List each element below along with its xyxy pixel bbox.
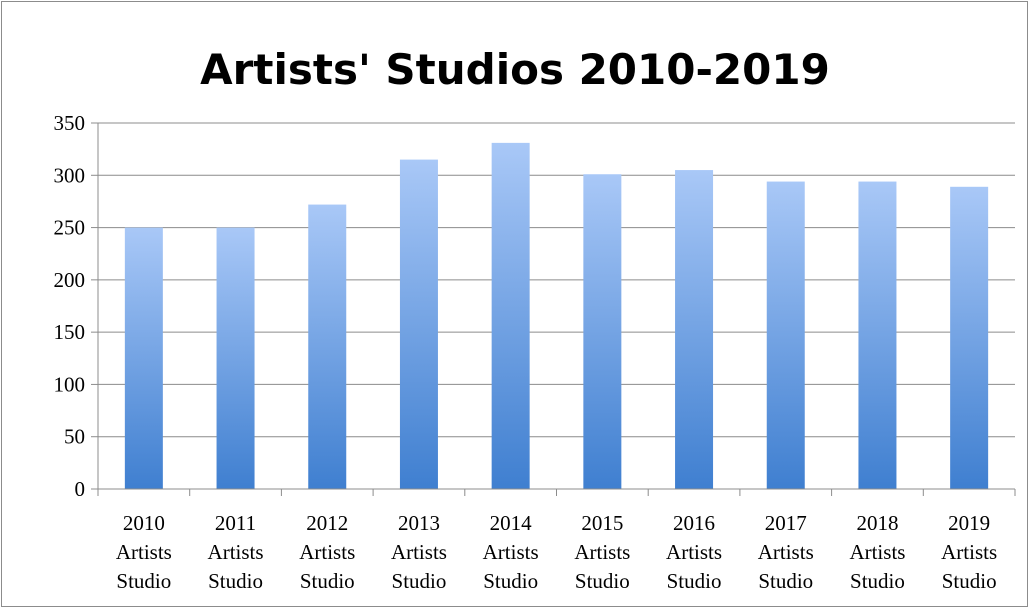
bar-2019 [950, 186, 989, 489]
x-axis-tick-labels: 2010 Artists Studio 2011 Artists Studio 2012 Ar… [97, 489, 1016, 593]
y-axis-tick-labels: 0 50 100 150 200 250 300 350 [54, 111, 86, 501]
y-tick-label-150: 150 [54, 320, 86, 344]
x-tick-label-2017-line-1: 2017 [765, 511, 807, 535]
bar-2018 [858, 181, 897, 489]
y-tick-label-0: 0 [75, 477, 86, 501]
x-tick-label-2011-line-2: Artists [208, 540, 264, 564]
bar-2014 [491, 142, 530, 489]
x-tick-label-2016-line-3: Studio [667, 569, 722, 593]
x-tick-label-2013-line-3: Studio [392, 569, 447, 593]
x-tick-label-2013-line-2: Artists [391, 540, 447, 564]
x-tick-label-2014-line-2: Artists [483, 540, 539, 564]
x-tick-label-2017-line-2: Artists [758, 540, 814, 564]
bars [124, 142, 989, 490]
y-tick-label-300: 300 [54, 163, 86, 187]
x-tick-label-2019-line-2: Artists [941, 540, 997, 564]
x-tick-label-2015-line-1: 2015 [581, 511, 623, 535]
x-tick-label-2019-line-3: Studio [942, 569, 997, 593]
y-tick-label-100: 100 [54, 372, 86, 396]
y-tick-label-50: 50 [64, 425, 85, 449]
chart-title: Artists' Studios 2010-2019 [200, 45, 830, 94]
x-tick-label-2017-line-3: Studio [758, 569, 813, 593]
bar-2011 [216, 227, 255, 490]
x-tick-label-2012-line-1: 2012 [306, 511, 348, 535]
x-tick-label-2014-line-1: 2014 [490, 511, 533, 535]
x-tick-label-2019-line-1: 2019 [948, 511, 990, 535]
bar-2016 [675, 170, 714, 490]
x-tick-label-2015-line-3: Studio [575, 569, 630, 593]
y-tick-label-200: 200 [54, 268, 86, 292]
y-tick-label-250: 250 [54, 216, 86, 240]
x-tick-label-2010-line-3: Studio [116, 569, 171, 593]
x-tick-label-2018-line-2: Artists [849, 540, 905, 564]
x-tick-label-2015-line-2: Artists [574, 540, 630, 564]
x-tick-label-2012-line-2: Artists [299, 540, 355, 564]
bar-2015 [583, 174, 622, 490]
x-tick-label-2012-line-3: Studio [300, 569, 355, 593]
x-tick-label-2018-line-3: Studio [850, 569, 905, 593]
bar-2012 [308, 204, 347, 489]
x-tick-label-2018-line-1: 2018 [856, 511, 898, 535]
x-tick-label-2011-line-3: Studio [208, 569, 263, 593]
x-tick-label-2013-line-1: 2013 [398, 511, 440, 535]
x-tick-label-2011-line-1: 2011 [215, 511, 256, 535]
x-tick-label-2016-line-2: Artists [666, 540, 722, 564]
x-tick-label-2014-line-3: Studio [483, 569, 538, 593]
bar-2010 [124, 227, 163, 490]
bar-2017 [766, 181, 805, 489]
x-tick-label-2010-line-2: Artists [116, 540, 172, 564]
bar-2013 [399, 159, 438, 489]
x-tick-label-2016-line-1: 2016 [673, 511, 715, 535]
y-tick-label-350: 350 [54, 111, 86, 135]
x-tick-label-2010-line-1: 2010 [123, 511, 165, 535]
